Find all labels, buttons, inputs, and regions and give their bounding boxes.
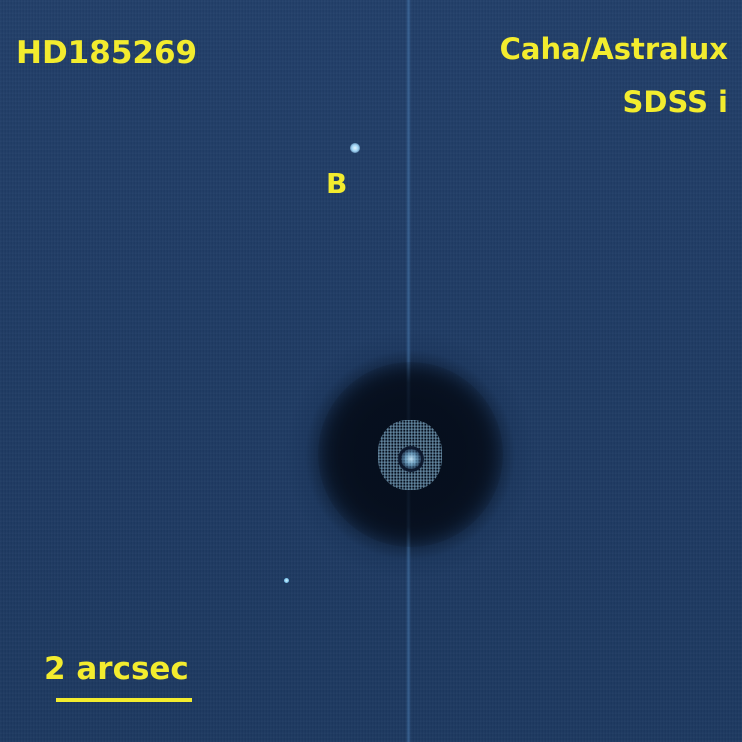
companion-star-b <box>350 143 360 153</box>
instrument-label: Caha/Astralux <box>500 35 728 64</box>
companion-label: B <box>326 170 347 198</box>
primary-star-core <box>398 446 424 472</box>
scale-bar-label: 2 arcsec <box>44 654 189 685</box>
field-star <box>284 578 289 583</box>
target-name-label: HD185269 <box>16 38 197 69</box>
filter-label: SDSS i <box>623 88 728 117</box>
scale-bar <box>56 698 192 702</box>
